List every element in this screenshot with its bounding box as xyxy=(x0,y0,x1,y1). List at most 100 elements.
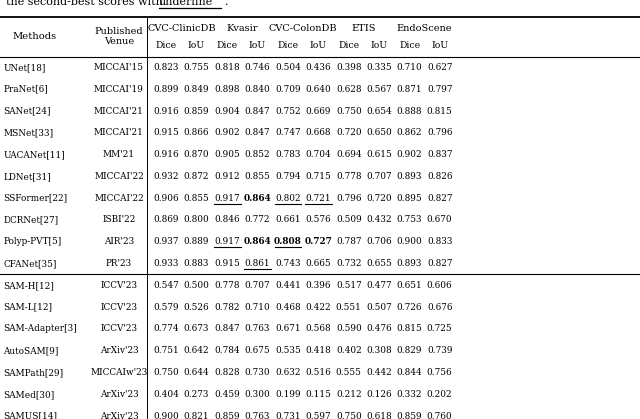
Text: 0.864: 0.864 xyxy=(243,237,271,246)
Text: 0.606: 0.606 xyxy=(427,281,452,290)
Text: 0.615: 0.615 xyxy=(366,150,392,159)
Text: 0.396: 0.396 xyxy=(305,281,331,290)
Text: 0.905: 0.905 xyxy=(214,150,240,159)
Text: MICCAI'21: MICCAI'21 xyxy=(94,128,144,137)
Text: 0.404: 0.404 xyxy=(154,390,179,399)
Text: ICCV'23: ICCV'23 xyxy=(100,281,138,290)
Text: 0.783: 0.783 xyxy=(275,150,301,159)
Text: 0.883: 0.883 xyxy=(184,259,209,268)
Text: 0.752: 0.752 xyxy=(275,106,301,116)
Text: 0.837: 0.837 xyxy=(427,150,452,159)
Text: 0.640: 0.640 xyxy=(305,85,331,94)
Text: DCRNet[27]: DCRNet[27] xyxy=(3,215,58,225)
Text: 0.551: 0.551 xyxy=(336,303,362,312)
Text: 0.441: 0.441 xyxy=(275,281,301,290)
Text: 0.787: 0.787 xyxy=(336,237,362,246)
Text: MICCAI'22: MICCAI'22 xyxy=(94,194,144,203)
Text: 0.509: 0.509 xyxy=(336,215,362,225)
Text: MM'21: MM'21 xyxy=(103,150,135,159)
Text: ICCV'23: ICCV'23 xyxy=(100,324,138,334)
Text: 0.308: 0.308 xyxy=(366,346,392,355)
Text: 0.576: 0.576 xyxy=(305,215,331,225)
Text: 0.915: 0.915 xyxy=(154,128,179,137)
Text: 0.126: 0.126 xyxy=(366,390,392,399)
Text: MICCAI'22: MICCAI'22 xyxy=(94,172,144,181)
Text: 0.731: 0.731 xyxy=(275,411,301,419)
Text: 0.706: 0.706 xyxy=(366,237,392,246)
Text: 0.618: 0.618 xyxy=(366,411,392,419)
Text: CFANet[35]: CFANet[35] xyxy=(3,259,56,268)
Text: 0.627: 0.627 xyxy=(427,63,452,72)
Text: 0.669: 0.669 xyxy=(305,106,331,116)
Text: ETIS: ETIS xyxy=(351,24,376,33)
Text: 0.300: 0.300 xyxy=(244,390,270,399)
Text: 0.900: 0.900 xyxy=(154,411,179,419)
Text: SSFormer[22]: SSFormer[22] xyxy=(3,194,67,203)
Text: 0.212: 0.212 xyxy=(336,390,362,399)
Text: 0.504: 0.504 xyxy=(275,63,301,72)
Text: MICCAI'15: MICCAI'15 xyxy=(94,63,144,72)
Text: 0.743: 0.743 xyxy=(275,259,301,268)
Text: IoU: IoU xyxy=(249,41,266,50)
Text: 0.671: 0.671 xyxy=(275,324,301,334)
Text: 0.840: 0.840 xyxy=(244,85,270,94)
Text: Methods: Methods xyxy=(13,32,57,41)
Text: Kvasir: Kvasir xyxy=(227,24,258,33)
Text: SAM-Adapter[3]: SAM-Adapter[3] xyxy=(3,324,77,334)
Text: SANet[24]: SANet[24] xyxy=(3,106,51,116)
Text: 0.866: 0.866 xyxy=(184,128,209,137)
Text: 0.727: 0.727 xyxy=(304,237,332,246)
Text: AutoSAM[9]: AutoSAM[9] xyxy=(3,346,59,355)
Text: Dice: Dice xyxy=(277,41,299,50)
Text: 0.937: 0.937 xyxy=(154,237,179,246)
Text: 0.710: 0.710 xyxy=(244,303,270,312)
Text: 0.823: 0.823 xyxy=(154,63,179,72)
Text: 0.888: 0.888 xyxy=(397,106,422,116)
Text: 0.422: 0.422 xyxy=(305,303,331,312)
Text: 0.720: 0.720 xyxy=(366,194,392,203)
Text: 0.808: 0.808 xyxy=(274,237,302,246)
Text: 0.827: 0.827 xyxy=(427,259,452,268)
Text: 0.644: 0.644 xyxy=(184,368,209,377)
Text: Published
Venue: Published Venue xyxy=(95,27,143,47)
Text: 0.870: 0.870 xyxy=(184,150,209,159)
Text: 0.898: 0.898 xyxy=(214,85,240,94)
Text: 0.650: 0.650 xyxy=(366,128,392,137)
Text: MICCAIw'23: MICCAIw'23 xyxy=(90,368,148,377)
Text: SAMPath[29]: SAMPath[29] xyxy=(3,368,63,377)
Text: 0.709: 0.709 xyxy=(275,85,301,94)
Text: 0.526: 0.526 xyxy=(184,303,209,312)
Text: PR'23: PR'23 xyxy=(106,259,132,268)
Text: 0.732: 0.732 xyxy=(336,259,362,268)
Text: 0.628: 0.628 xyxy=(336,85,362,94)
Text: 0.828: 0.828 xyxy=(214,368,240,377)
Text: 0.715: 0.715 xyxy=(305,172,331,181)
Text: 0.654: 0.654 xyxy=(366,106,392,116)
Text: 0.893: 0.893 xyxy=(397,172,422,181)
Text: LDNet[31]: LDNet[31] xyxy=(3,172,51,181)
Text: 0.895: 0.895 xyxy=(397,194,422,203)
Text: 0.751: 0.751 xyxy=(154,346,179,355)
Text: UACANet[11]: UACANet[11] xyxy=(3,150,65,159)
Text: 0.800: 0.800 xyxy=(184,215,209,225)
Text: 0.829: 0.829 xyxy=(397,346,422,355)
Text: 0.668: 0.668 xyxy=(305,128,331,137)
Text: 0.555: 0.555 xyxy=(336,368,362,377)
Text: 0.760: 0.760 xyxy=(427,411,452,419)
Text: 0.784: 0.784 xyxy=(214,346,240,355)
Text: 0.855: 0.855 xyxy=(244,172,270,181)
Text: 0.826: 0.826 xyxy=(427,172,452,181)
Text: 0.477: 0.477 xyxy=(366,281,392,290)
Text: 0.676: 0.676 xyxy=(427,303,452,312)
Text: 0.632: 0.632 xyxy=(275,368,301,377)
Text: 0.673: 0.673 xyxy=(184,324,209,334)
Text: 0.802: 0.802 xyxy=(275,194,301,203)
Text: 0.772: 0.772 xyxy=(244,215,270,225)
Text: 0.815: 0.815 xyxy=(427,106,452,116)
Text: 0.782: 0.782 xyxy=(214,303,240,312)
Text: 0.670: 0.670 xyxy=(427,215,452,225)
Text: 0.746: 0.746 xyxy=(244,63,270,72)
Text: 0.849: 0.849 xyxy=(184,85,209,94)
Text: the second-best scores with: the second-best scores with xyxy=(6,0,163,7)
Text: 0.797: 0.797 xyxy=(427,85,452,94)
